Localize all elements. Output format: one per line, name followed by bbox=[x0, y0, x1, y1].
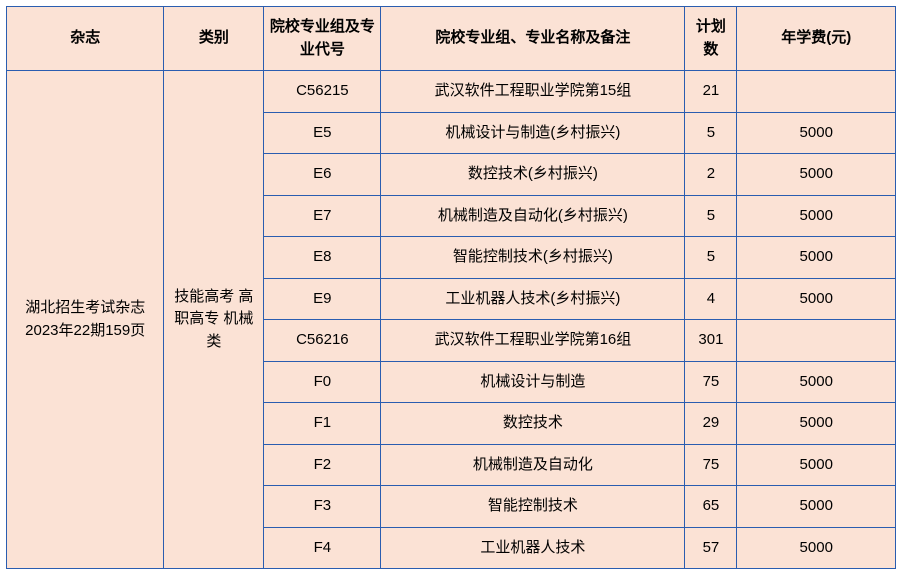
fee-cell bbox=[737, 71, 896, 113]
name-cell: 机械设计与制造 bbox=[381, 361, 685, 403]
fee-cell: 5000 bbox=[737, 112, 896, 154]
plan-cell: 5 bbox=[685, 112, 737, 154]
header-row: 杂志 类别 院校专业组及专业代号 院校专业组、专业名称及备注 计划数 年学费(元… bbox=[7, 7, 896, 71]
fee-cell: 5000 bbox=[737, 154, 896, 196]
plan-cell: 75 bbox=[685, 444, 737, 486]
category-cell: 技能高考 高职高专 机械类 bbox=[164, 71, 264, 569]
code-cell: E5 bbox=[264, 112, 381, 154]
col-header-category: 类别 bbox=[164, 7, 264, 71]
col-header-name: 院校专业组、专业名称及备注 bbox=[381, 7, 685, 71]
plan-cell: 75 bbox=[685, 361, 737, 403]
code-cell: C56215 bbox=[264, 71, 381, 113]
fee-cell: 5000 bbox=[737, 486, 896, 528]
code-cell: E7 bbox=[264, 195, 381, 237]
name-cell: 智能控制技术(乡村振兴) bbox=[381, 237, 685, 279]
table-row: 湖北招生考试杂志2023年22期159页技能高考 高职高专 机械类C56215武… bbox=[7, 71, 896, 113]
plan-cell: 5 bbox=[685, 237, 737, 279]
col-header-plan: 计划数 bbox=[685, 7, 737, 71]
name-cell: 武汉软件工程职业学院第15组 bbox=[381, 71, 685, 113]
fee-cell: 5000 bbox=[737, 278, 896, 320]
code-cell: E8 bbox=[264, 237, 381, 279]
code-cell: C56216 bbox=[264, 320, 381, 362]
fee-cell: 5000 bbox=[737, 195, 896, 237]
name-cell: 机械制造及自动化(乡村振兴) bbox=[381, 195, 685, 237]
name-cell: 武汉软件工程职业学院第16组 bbox=[381, 320, 685, 362]
code-cell: E9 bbox=[264, 278, 381, 320]
col-header-fee: 年学费(元) bbox=[737, 7, 896, 71]
plan-cell: 5 bbox=[685, 195, 737, 237]
admissions-table: 杂志 类别 院校专业组及专业代号 院校专业组、专业名称及备注 计划数 年学费(元… bbox=[6, 6, 896, 569]
fee-cell: 5000 bbox=[737, 361, 896, 403]
col-header-code: 院校专业组及专业代号 bbox=[264, 7, 381, 71]
plan-cell: 29 bbox=[685, 403, 737, 445]
fee-cell: 5000 bbox=[737, 403, 896, 445]
code-cell: F1 bbox=[264, 403, 381, 445]
name-cell: 工业机器人技术 bbox=[381, 527, 685, 569]
fee-cell: 5000 bbox=[737, 527, 896, 569]
plan-cell: 301 bbox=[685, 320, 737, 362]
code-cell: F0 bbox=[264, 361, 381, 403]
name-cell: 机械设计与制造(乡村振兴) bbox=[381, 112, 685, 154]
name-cell: 数控技术 bbox=[381, 403, 685, 445]
plan-cell: 65 bbox=[685, 486, 737, 528]
code-cell: F4 bbox=[264, 527, 381, 569]
col-header-magazine: 杂志 bbox=[7, 7, 164, 71]
name-cell: 机械制造及自动化 bbox=[381, 444, 685, 486]
fee-cell bbox=[737, 320, 896, 362]
plan-cell: 4 bbox=[685, 278, 737, 320]
code-cell: F2 bbox=[264, 444, 381, 486]
magazine-cell: 湖北招生考试杂志2023年22期159页 bbox=[7, 71, 164, 569]
plan-cell: 21 bbox=[685, 71, 737, 113]
plan-cell: 2 bbox=[685, 154, 737, 196]
name-cell: 智能控制技术 bbox=[381, 486, 685, 528]
fee-cell: 5000 bbox=[737, 237, 896, 279]
name-cell: 工业机器人技术(乡村振兴) bbox=[381, 278, 685, 320]
code-cell: F3 bbox=[264, 486, 381, 528]
name-cell: 数控技术(乡村振兴) bbox=[381, 154, 685, 196]
table-body: 湖北招生考试杂志2023年22期159页技能高考 高职高专 机械类C56215武… bbox=[7, 71, 896, 569]
plan-cell: 57 bbox=[685, 527, 737, 569]
code-cell: E6 bbox=[264, 154, 381, 196]
fee-cell: 5000 bbox=[737, 444, 896, 486]
